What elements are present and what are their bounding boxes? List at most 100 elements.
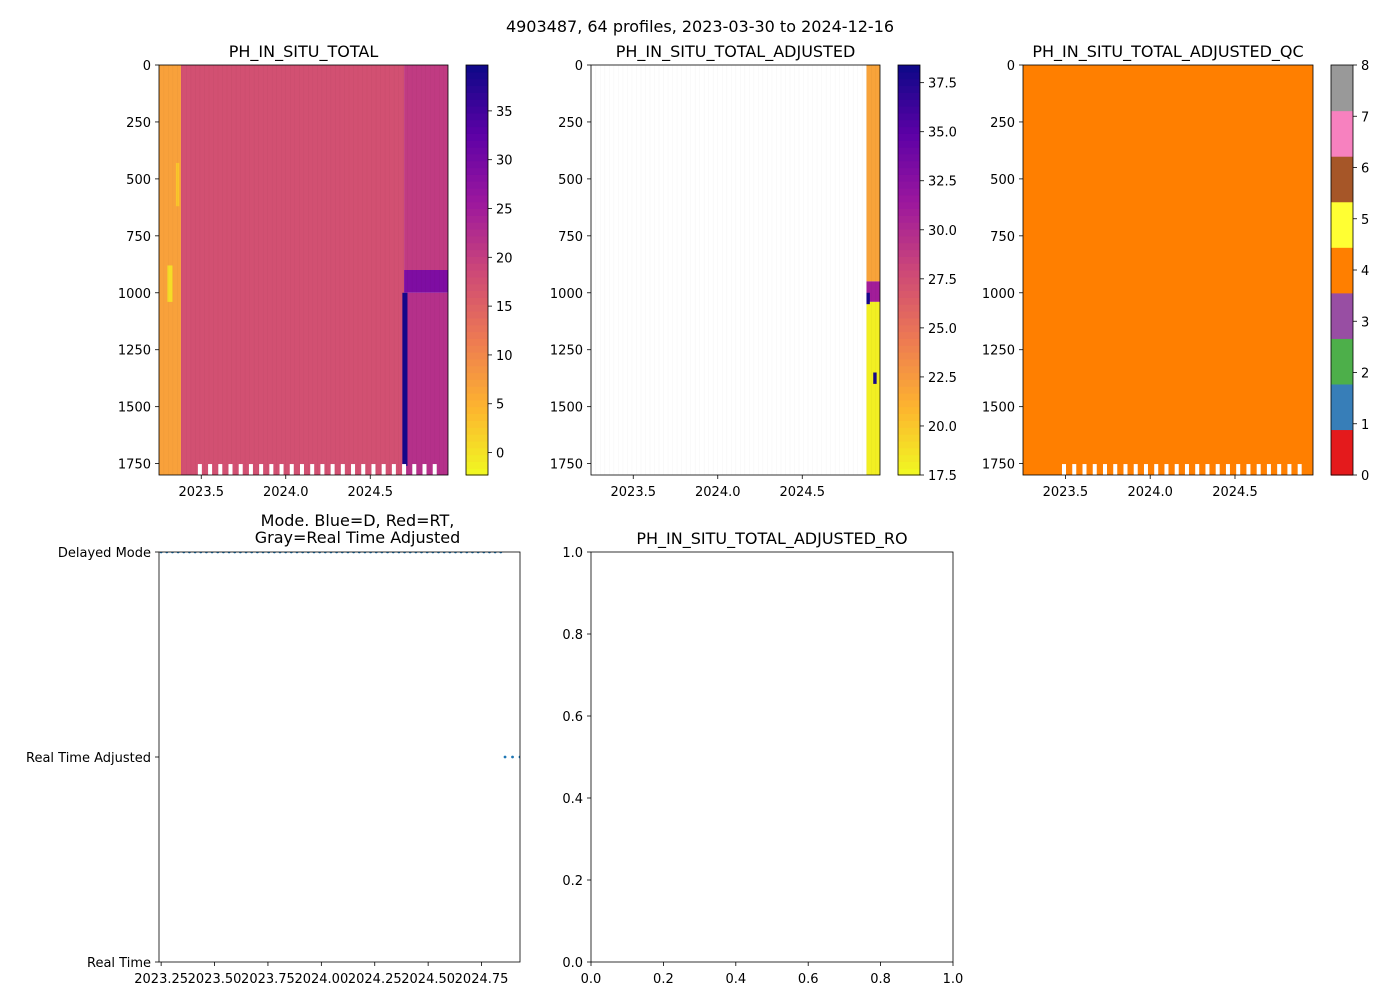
ph-adjusted-colorbar-segment — [898, 181, 920, 189]
ph-adjusted-ro-x-tick-label: 0.4 — [725, 972, 746, 987]
ph-total-x-tick-label: 2024.5 — [348, 485, 394, 500]
ph-total-colorbar-segment — [466, 352, 488, 360]
ph-adjusted-colorbar-segment — [898, 345, 920, 353]
ph-adjusted-colorbar-segment — [898, 140, 920, 148]
ph-adjusted-profile-stripe — [604, 65, 606, 475]
ph-adjusted-frame — [590, 64, 881, 476]
ph-adjusted-colorbar-segment — [898, 133, 920, 141]
ph-adjusted-profile-stripe — [744, 65, 746, 475]
ph-total-colorbar-segment — [466, 147, 488, 155]
ph-adjusted-colorbar-segment — [898, 324, 920, 333]
ph-total-gap — [238, 464, 243, 475]
ph-total-colorbar-segment — [466, 304, 488, 312]
ph-adjusted-qc-gap — [1154, 464, 1159, 475]
ph-total-colorbar: 0 5 10 15 20 25 30 35 — [465, 64, 513, 476]
ph-adjusted-colorbar-segment — [898, 297, 920, 305]
ph-adjusted-colorbar-segment — [898, 406, 920, 415]
ph-adjusted-colorbar-frame — [897, 64, 921, 476]
ph-adjusted-colorbar-segment — [898, 276, 920, 285]
ph-adjusted-colorbar-segment — [898, 147, 920, 155]
ph-adjusted-y-tick-label: 750 — [558, 230, 583, 245]
ph-total-profile-stripe — [357, 65, 359, 475]
ph-adjusted-qc-colorbar-segment — [1331, 338, 1353, 385]
ph-total-colorbar-segment — [466, 372, 488, 380]
ph-adjusted-colorbar-segment — [898, 352, 920, 360]
ph-adjusted-colorbar-segment — [898, 290, 920, 298]
ph-adjusted-colorbar-segment — [898, 304, 920, 312]
ph-total-profile-stripe — [231, 65, 232, 475]
mode-x-tick-label: 2023.25 — [134, 972, 188, 987]
ph-adjusted-profile-stripe — [717, 65, 719, 475]
ph-total-profile-stripe — [195, 65, 196, 475]
ph-total-colorbar-segment — [466, 215, 488, 223]
ph-total-profile-stripe — [339, 65, 341, 475]
ph-total-colorbar-segment — [466, 345, 488, 353]
ph-adjusted-y-tick-label: 1750 — [550, 458, 583, 473]
ph-total-colorbar-segment — [466, 338, 488, 346]
ph-adjusted-colorbar-segment — [898, 454, 920, 462]
ph-adjusted-colorbar-segment — [898, 331, 920, 339]
ph-total-gap — [320, 464, 325, 475]
ph-total-profile-stripe — [298, 65, 300, 475]
ph-total-colorbar-segment — [466, 263, 488, 271]
ph-adjusted-profile-stripe — [803, 65, 804, 475]
mode-y-tick-label: Delayed Mode — [58, 546, 151, 561]
ph-total-colorbar-segment — [466, 365, 488, 374]
ph-adjusted-profile-stripe — [798, 65, 800, 475]
ph-total-y-tick-label: 500 — [126, 173, 151, 188]
ph-total-colorbar-segment — [466, 99, 488, 107]
ph-adjusted-qc-gap — [1195, 464, 1200, 475]
ph-total-colorbar-segment — [466, 290, 488, 298]
ph-adjusted-qc-colorbar-tick-label: 5 — [1361, 213, 1369, 228]
ph-total-colorbar-segment — [466, 406, 488, 415]
ph-adjusted-colorbar-segment — [898, 215, 920, 223]
ph-adjusted-qc-gap — [1225, 464, 1230, 475]
ph-total-y-tick-label: 0 — [143, 59, 151, 74]
ph-adjusted-qc-gap — [1205, 464, 1210, 475]
mode-x-tick-label: 2023.50 — [188, 972, 242, 987]
ph-adjusted-qc-frame — [1022, 64, 1314, 476]
ph-total-x-tick-label: 2023.5 — [179, 485, 225, 500]
ph-adjusted-qc-plot-area — [1023, 65, 1313, 475]
mode-title-line: Mode. Blue=D, Red=RT, — [261, 511, 455, 530]
ph-total-profile-stripe — [258, 65, 259, 475]
ph-adjusted-profile-stripe — [609, 65, 610, 475]
ph-adjusted-colorbar-segment — [898, 106, 920, 114]
ph-adjusted-profile-stripe — [834, 65, 836, 475]
ph-total-profile-stripe — [362, 65, 363, 475]
ph-adjusted-qc-y-tick-label: 1750 — [982, 458, 1015, 473]
ph-total-profile-stripe — [425, 65, 427, 475]
mode-title-line: Gray=Real Time Adjusted — [255, 528, 461, 547]
ph-adjusted-profile-stripe — [843, 65, 845, 475]
ph-total-profile-stripe — [303, 65, 305, 475]
ph-adjusted-qc-gap — [1277, 464, 1282, 475]
ph-adjusted-ro-y-tick-label: 0.8 — [562, 628, 583, 643]
ph-total-profile-stripe — [271, 65, 273, 475]
ph-adjusted-profile-stripe — [870, 65, 872, 475]
ph-adjusted-profile-stripe — [794, 65, 795, 475]
ph-adjusted-profile-stripe — [618, 65, 619, 475]
ph-adjusted-qc-gap — [1113, 464, 1118, 475]
ph-total-colorbar-segment — [466, 222, 488, 230]
ph-adjusted-colorbar-segment — [898, 270, 920, 278]
ph-adjusted-qc-gap — [1256, 464, 1261, 475]
ph-adjusted-colorbar-segment — [898, 126, 920, 134]
mode-x-tick-label: 2024.75 — [455, 972, 509, 987]
ph-adjusted-profile-stripe — [857, 65, 859, 475]
ph-total-colorbar-segment — [466, 140, 488, 148]
ph-adjusted-profile-stripe — [636, 65, 637, 475]
ph-adjusted-profile-stripe — [780, 65, 782, 475]
ph-total-colorbar-segment — [466, 126, 488, 134]
ph-adjusted-profile-stripe — [721, 65, 723, 475]
ph-adjusted-colorbar-segment — [898, 440, 920, 449]
ph-total-gap — [269, 464, 274, 475]
ph-total-colorbar-tick-label: 15 — [496, 300, 513, 315]
ph-adjusted-ro-x-tick-label: 0.6 — [798, 972, 819, 987]
ph-adjusted-colorbar-segment — [898, 399, 920, 408]
ph-adjusted-qc-panel: 0 1 2 3 4 5 6 7 8 2023.5 2024.0 2024.5 0 250 500 750 100… — [982, 42, 1369, 500]
ph-total-profile-stripe — [204, 65, 205, 475]
ph-total-gap — [289, 464, 294, 475]
ph-total-colorbar-segment — [466, 201, 488, 210]
ph-total-profile-stripe — [190, 65, 192, 475]
ph-adjusted-profile-stripe — [735, 65, 737, 475]
